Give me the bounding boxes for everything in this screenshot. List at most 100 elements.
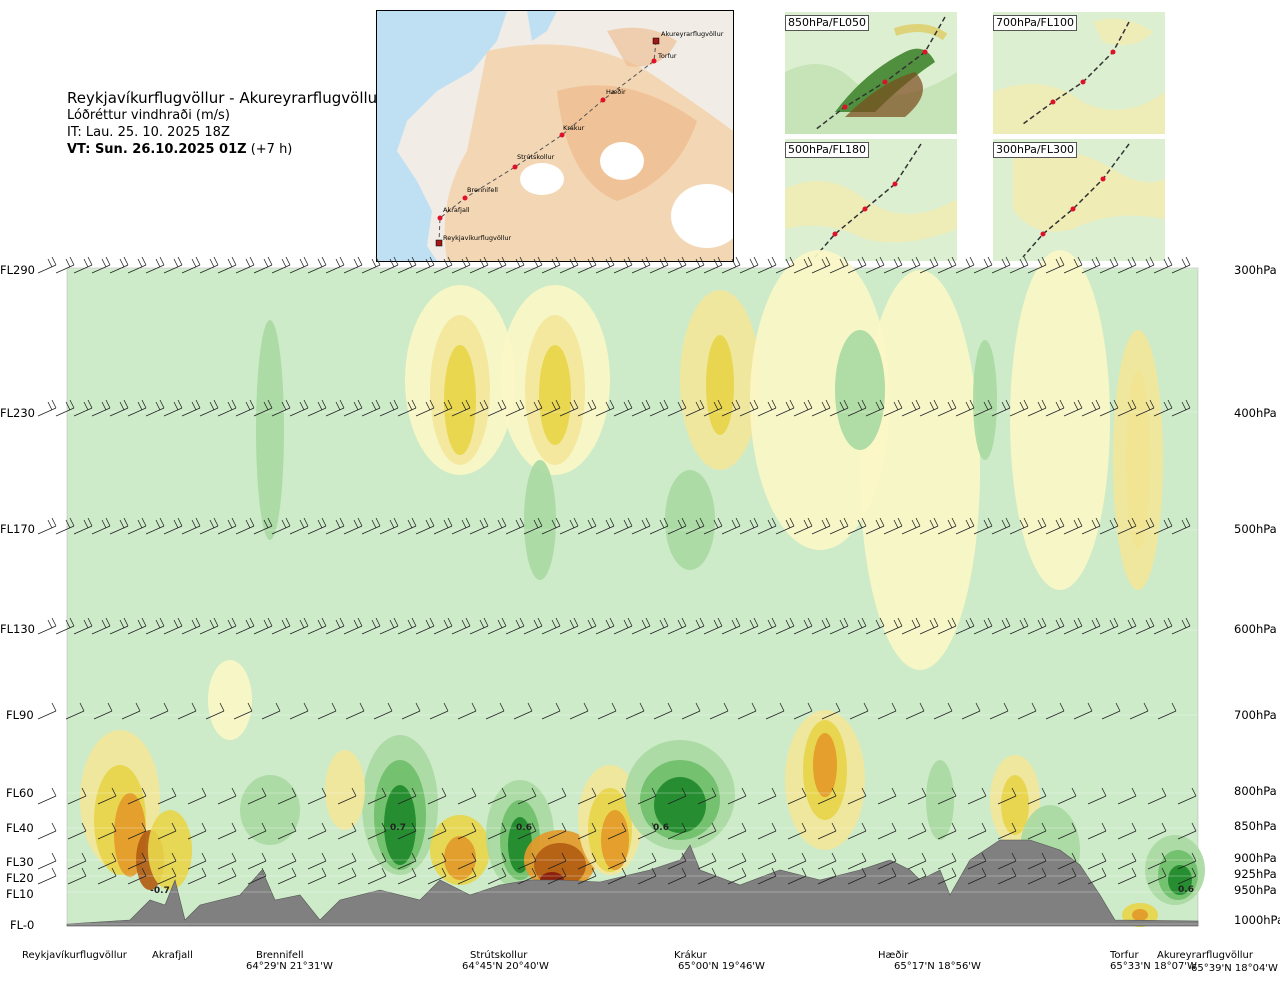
wind-barb <box>247 852 267 870</box>
barb-flag <box>1003 702 1009 712</box>
barb-flag <box>1059 617 1065 627</box>
barb-shaft <box>289 625 309 635</box>
barb-flag <box>857 519 863 529</box>
barb-flag <box>807 617 813 627</box>
velocity-contour <box>524 460 556 580</box>
barb-flag <box>623 258 629 268</box>
barb-shaft <box>127 830 147 840</box>
barb-flag <box>839 619 845 629</box>
wind-barb <box>487 517 507 535</box>
wind-barb <box>97 822 117 840</box>
wind-barb <box>1147 822 1167 840</box>
wind-barb <box>955 256 975 274</box>
barb-flag <box>1149 617 1155 627</box>
barb-flag <box>353 619 359 629</box>
barb-shaft <box>721 525 741 535</box>
mini-map-300-label: 300hPa/FL300 <box>993 142 1078 158</box>
wind-barb <box>517 852 537 870</box>
barb-shaft <box>217 407 237 417</box>
wind-barb <box>775 256 795 274</box>
barb-flag <box>87 256 93 266</box>
barb-flag <box>155 401 161 411</box>
barb-flag <box>83 401 89 411</box>
barb-shaft <box>1027 407 1047 417</box>
barb-flag <box>609 617 615 627</box>
barb-flag <box>429 517 435 527</box>
wind-barb <box>149 702 169 720</box>
barb-flag <box>519 517 525 527</box>
barb-flag <box>227 401 233 411</box>
barb-flag <box>821 519 827 529</box>
barb-shaft <box>1117 264 1137 274</box>
wind-barb <box>775 399 795 417</box>
barb-flag <box>303 399 309 409</box>
wind-barb <box>883 517 903 535</box>
wind-barb <box>1147 867 1167 885</box>
barb-flag <box>897 399 903 409</box>
valid-time-bold: VT: Sun. 26.10.2025 01Z <box>67 142 247 157</box>
barb-shaft <box>277 875 297 885</box>
barb-flag <box>1127 519 1133 529</box>
barb-flag <box>425 401 431 411</box>
barb-shaft <box>811 625 831 635</box>
barb-shaft <box>595 525 615 535</box>
wind-barb <box>307 399 327 417</box>
wind-barb <box>379 517 399 535</box>
barb-flag <box>425 519 431 529</box>
barb-shaft <box>93 710 113 720</box>
barb-flag <box>515 619 521 629</box>
barb-shaft <box>415 625 435 635</box>
wind-barb <box>1027 517 1047 535</box>
wind-barb <box>1099 517 1119 535</box>
velocity-contour <box>750 250 890 550</box>
barb-flag <box>681 867 687 877</box>
wind-barb <box>607 867 627 885</box>
wind-barb <box>505 617 525 635</box>
barb-shaft <box>811 525 831 535</box>
velocity-contour <box>256 320 284 540</box>
barb-shaft <box>1009 625 1029 635</box>
barb-flag <box>371 519 377 529</box>
barb-shaft <box>1027 795 1047 805</box>
barb-shaft <box>199 407 219 417</box>
barb-shaft <box>343 407 363 417</box>
barb-shaft <box>247 830 267 840</box>
barb-flag <box>359 702 365 712</box>
barb-flag <box>749 401 755 411</box>
barb-flag <box>123 399 129 409</box>
wind-barb <box>937 517 957 535</box>
barb-flag <box>501 399 507 409</box>
wind-barb <box>97 867 117 885</box>
barb-flag <box>393 399 399 409</box>
wind-barb <box>145 256 165 274</box>
barb-shaft <box>739 525 759 535</box>
barb-flag <box>807 517 813 527</box>
hpa-label: 500hPa <box>1234 522 1277 536</box>
barb-shaft <box>1057 875 1077 885</box>
barb-shaft <box>631 264 651 274</box>
barb-flag <box>261 822 267 832</box>
barb-shaft <box>1129 710 1149 720</box>
barb-flag <box>501 256 507 266</box>
barb-flag <box>875 519 881 529</box>
wind-barb <box>727 867 747 885</box>
barb-flag <box>1071 787 1077 797</box>
mini-map-700: 700hPa/FL100 <box>993 12 1165 134</box>
wind-barb <box>697 787 717 805</box>
barb-flag <box>947 258 953 268</box>
barb-shaft <box>367 795 387 805</box>
barb-flag <box>983 519 989 529</box>
barb-shaft <box>73 525 93 535</box>
barb-flag <box>969 399 975 409</box>
barb-flag <box>321 256 327 266</box>
wind-barb <box>37 617 57 635</box>
barb-flag <box>767 619 773 629</box>
barb-flag <box>107 702 113 712</box>
barb-shaft <box>157 795 177 805</box>
velocity-contour <box>444 345 476 455</box>
barb-flag <box>261 787 267 797</box>
wind-barb <box>337 787 357 805</box>
barb-flag <box>879 256 885 266</box>
barb-shaft <box>157 830 177 840</box>
velocity-contour <box>1168 865 1192 895</box>
